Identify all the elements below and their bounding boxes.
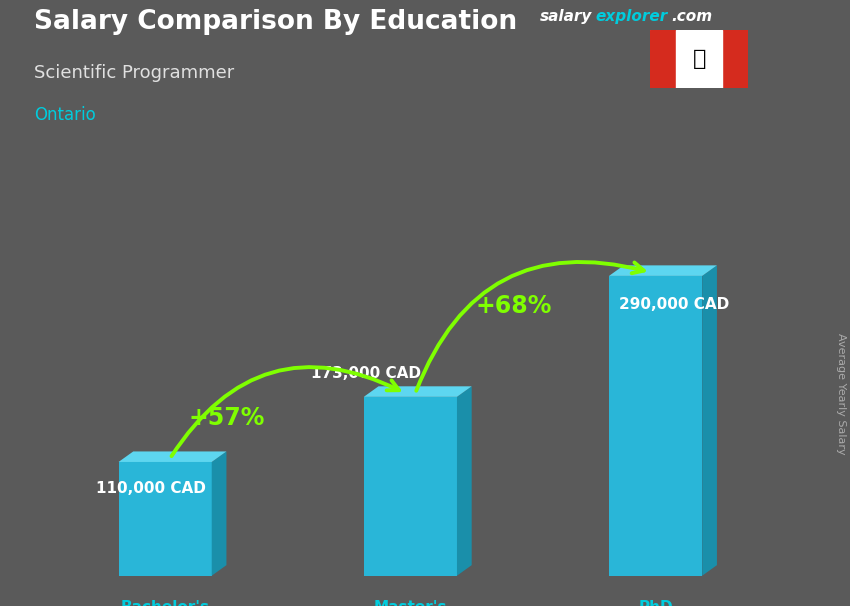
Text: Ontario: Ontario (34, 106, 96, 124)
Text: +68%: +68% (475, 294, 552, 318)
Text: explorer: explorer (595, 9, 667, 24)
Text: PhD: PhD (638, 601, 673, 606)
Polygon shape (364, 386, 472, 397)
Text: 290,000 CAD: 290,000 CAD (619, 296, 729, 311)
Text: Bachelor's
Degree: Bachelor's Degree (121, 601, 210, 606)
Bar (650, 30, 677, 88)
Bar (722, 30, 748, 88)
Text: 110,000 CAD: 110,000 CAD (96, 481, 207, 496)
Polygon shape (212, 451, 226, 576)
Text: 173,000 CAD: 173,000 CAD (311, 366, 422, 381)
Polygon shape (609, 265, 717, 276)
Text: salary: salary (540, 9, 592, 24)
Text: Average Yearly Salary: Average Yearly Salary (836, 333, 846, 454)
Text: Master's
Degree: Master's Degree (374, 601, 447, 606)
Text: .com: .com (672, 9, 712, 24)
Bar (364, 397, 457, 576)
Polygon shape (457, 386, 472, 576)
Text: Salary Comparison By Education: Salary Comparison By Education (34, 9, 517, 35)
Bar (118, 462, 212, 576)
Text: +57%: +57% (188, 406, 264, 430)
Polygon shape (118, 451, 226, 462)
Bar (609, 276, 702, 576)
Polygon shape (702, 265, 717, 576)
Text: Scientific Programmer: Scientific Programmer (34, 64, 235, 82)
Bar (677, 30, 722, 88)
Text: 🍁: 🍁 (693, 49, 706, 69)
